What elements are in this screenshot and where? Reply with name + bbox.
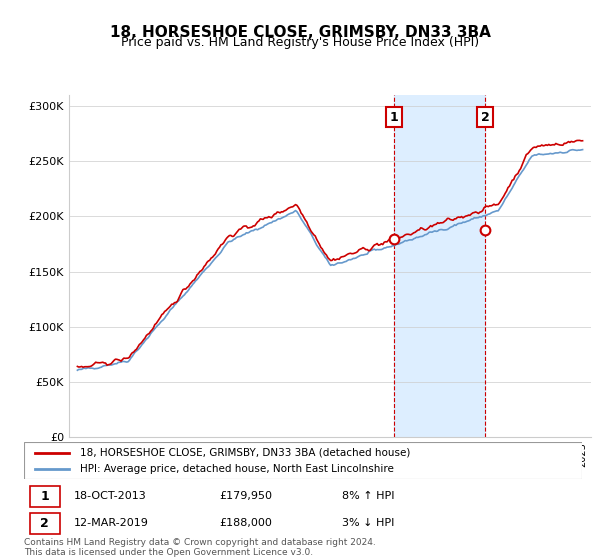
- Text: HPI: Average price, detached house, North East Lincolnshire: HPI: Average price, detached house, Nort…: [80, 464, 394, 474]
- Text: 3% ↓ HPI: 3% ↓ HPI: [342, 518, 394, 528]
- Text: 2: 2: [40, 517, 49, 530]
- Text: Contains HM Land Registry data © Crown copyright and database right 2024.
This d: Contains HM Land Registry data © Crown c…: [24, 538, 376, 557]
- Text: £188,000: £188,000: [220, 518, 272, 528]
- Text: 1: 1: [40, 490, 49, 503]
- Text: £179,950: £179,950: [220, 491, 272, 501]
- Bar: [394, 95, 485, 437]
- Text: Price paid vs. HM Land Registry's House Price Index (HPI): Price paid vs. HM Land Registry's House …: [121, 36, 479, 49]
- Text: 8% ↑ HPI: 8% ↑ HPI: [342, 491, 395, 501]
- FancyBboxPatch shape: [29, 512, 60, 534]
- Text: 18, HORSESHOE CLOSE, GRIMSBY, DN33 3BA: 18, HORSESHOE CLOSE, GRIMSBY, DN33 3BA: [110, 25, 490, 40]
- Text: 18, HORSESHOE CLOSE, GRIMSBY, DN33 3BA (detached house): 18, HORSESHOE CLOSE, GRIMSBY, DN33 3BA (…: [80, 447, 410, 458]
- FancyBboxPatch shape: [29, 486, 60, 507]
- Text: 18-OCT-2013: 18-OCT-2013: [74, 491, 147, 501]
- Text: 1: 1: [389, 111, 398, 124]
- Text: 12-MAR-2019: 12-MAR-2019: [74, 518, 149, 528]
- FancyBboxPatch shape: [24, 442, 582, 479]
- Text: 2: 2: [481, 111, 489, 124]
